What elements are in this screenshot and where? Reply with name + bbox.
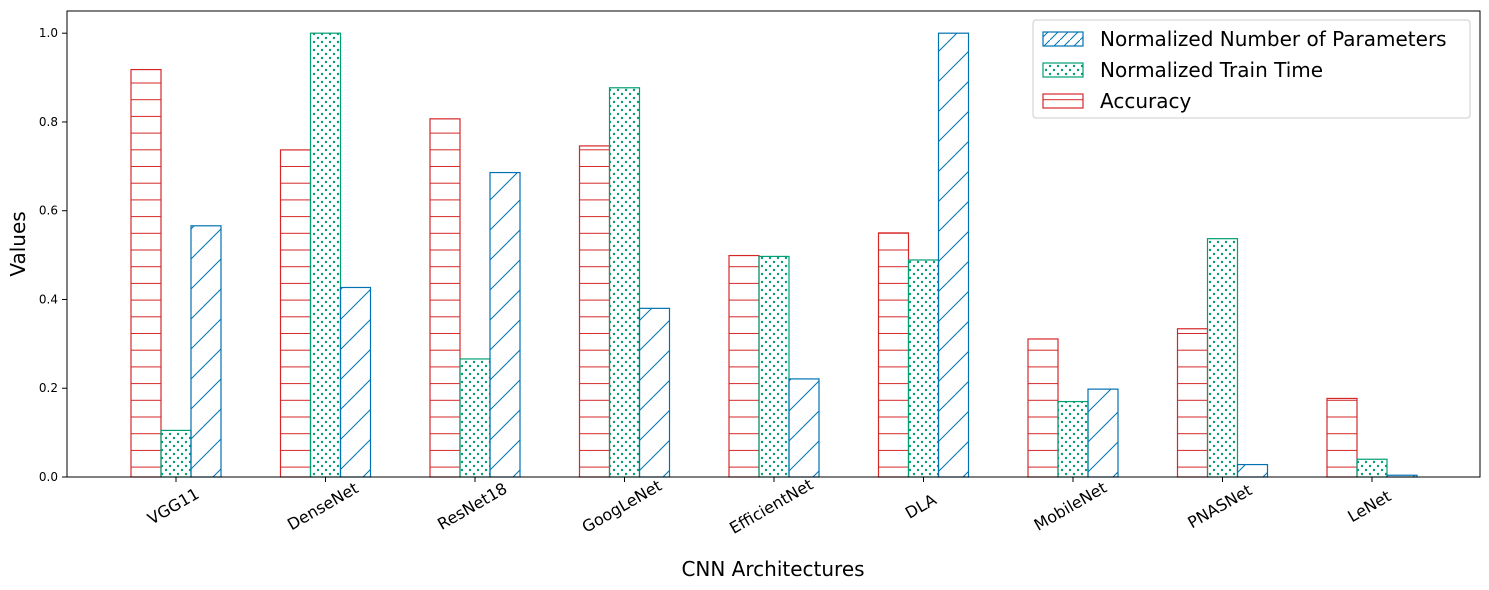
x-tick-label: DLA [902,490,940,523]
y-tick-label: 0.4 [39,292,58,306]
bar-accuracy-pnasnet [1176,328,1209,478]
bar-normalized-train-time-mobilenet [1057,400,1089,478]
x-axis-label: CNN Architectures [681,557,864,581]
bar-accuracy-vgg11 [130,68,162,478]
y-tick-label: 0.8 [39,115,58,129]
bar-accuracy-googlenet [578,145,611,478]
legend-swatch [1042,93,1084,109]
bar-normalized-train-time-resnet18 [459,358,491,478]
bar-normalized-train-time-googlenet [608,87,641,478]
bar-normalized-number-of-parameters-googlenet [638,307,671,478]
bar-normalized-train-time-efficientnet [758,255,790,478]
plot-area [66,10,1481,478]
legend: Normalized Number of Parameters Normalize… [1032,19,1471,119]
y-tick-label: 0.6 [39,204,58,218]
bar-accuracy-dla [877,232,910,478]
bar-normalized-train-time-densenet [309,32,342,478]
x-tick-label: LeNet [1344,486,1394,526]
x-tick-label: GoogLeNet [579,476,665,537]
bar-normalized-number-of-parameters-mobilenet [1087,388,1119,478]
y-axis: 0.0 0.2 0.4 0.6 0.8 1.0 [39,26,67,484]
x-tick-label: PNASNet [1184,480,1255,532]
bar-accuracy-resnet18 [429,118,461,478]
x-tick-label: EfficientNet [726,475,816,538]
x-tick-label: VGG11 [144,484,202,529]
y-axis-label: Values [6,211,30,276]
legend-label: Accuracy [1100,89,1191,113]
bar-normalized-train-time-lenet [1356,458,1388,478]
bar-accuracy-lenet [1326,397,1358,478]
bar-accuracy-efficientnet [728,254,760,478]
bar-normalized-number-of-parameters-dla [937,32,970,478]
y-tick-label: 1.0 [39,26,58,40]
x-tick-label: ResNet18 [434,479,510,534]
x-axis: VGG11 DenseNet ResNet18 GoogLeNet EfficientN… [144,475,1394,538]
bar-accuracy-mobilenet [1027,338,1059,478]
bar-accuracy-densenet [279,149,312,478]
legend-label: Normalized Number of Parameters [1100,27,1447,51]
legend-box [1032,19,1471,119]
legend-label: Normalized Train Time [1100,58,1323,82]
bar-normalized-number-of-parameters-efficientnet [788,378,820,478]
bar-normalized-number-of-parameters-pnasnet [1236,463,1269,478]
bar-normalized-number-of-parameters-densenet [339,286,372,478]
legend-swatch [1042,62,1084,78]
legend-swatch [1042,31,1084,47]
x-tick-label: MobileNet [1031,478,1110,535]
bar-normalized-train-time-dla [907,259,940,478]
bar-normalized-train-time-vgg11 [160,429,192,478]
bar-normalized-number-of-parameters-resnet18 [489,171,521,478]
x-tick-label: DenseNet [284,478,362,534]
bar-normalized-number-of-parameters-vgg11 [190,225,222,478]
bar-normalized-train-time-pnasnet [1206,238,1239,478]
y-tick-label: 0.0 [39,470,58,484]
y-tick-label: 0.2 [39,381,58,395]
